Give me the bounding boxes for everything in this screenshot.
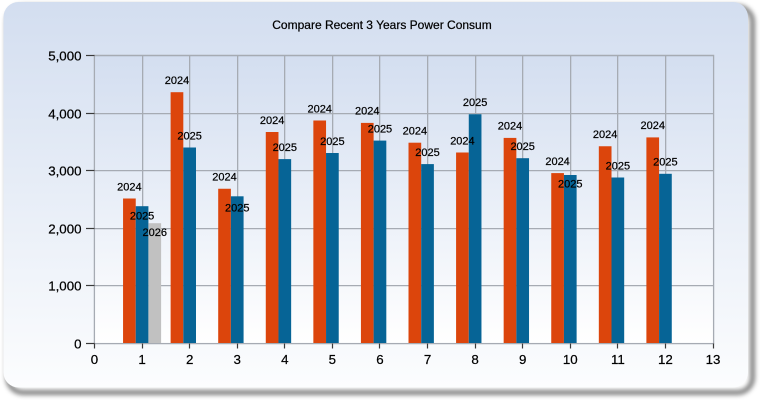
svg-text:2025: 2025 bbox=[558, 179, 582, 191]
svg-text:2024: 2024 bbox=[403, 126, 427, 138]
svg-text:2025: 2025 bbox=[606, 160, 630, 172]
svg-text:0: 0 bbox=[74, 336, 81, 351]
svg-text:8: 8 bbox=[471, 352, 478, 367]
svg-text:2025: 2025 bbox=[415, 147, 439, 159]
svg-text:0: 0 bbox=[91, 352, 98, 367]
svg-text:2024: 2024 bbox=[307, 103, 331, 115]
svg-text:2024: 2024 bbox=[355, 106, 379, 118]
svg-text:2024: 2024 bbox=[117, 181, 141, 193]
svg-text:2025: 2025 bbox=[177, 130, 201, 142]
svg-text:2025: 2025 bbox=[463, 97, 487, 109]
svg-text:2,000: 2,000 bbox=[48, 221, 81, 236]
svg-text:Compare Recent 3 Years Power C: Compare Recent 3 Years Power Consum bbox=[272, 18, 491, 32]
svg-text:2025: 2025 bbox=[225, 202, 249, 214]
svg-text:2024: 2024 bbox=[260, 115, 284, 127]
svg-text:6: 6 bbox=[376, 352, 383, 367]
svg-text:11: 11 bbox=[611, 352, 625, 367]
svg-text:2025: 2025 bbox=[653, 157, 677, 169]
svg-text:10: 10 bbox=[563, 352, 578, 367]
svg-text:2024: 2024 bbox=[640, 120, 664, 132]
svg-text:2024: 2024 bbox=[165, 75, 189, 87]
svg-text:2025: 2025 bbox=[130, 210, 154, 222]
svg-text:2025: 2025 bbox=[320, 136, 344, 148]
svg-text:9: 9 bbox=[519, 352, 526, 367]
svg-text:2025: 2025 bbox=[510, 141, 534, 153]
svg-text:5,000: 5,000 bbox=[48, 48, 81, 63]
svg-text:2: 2 bbox=[186, 352, 193, 367]
svg-text:2024: 2024 bbox=[498, 121, 522, 133]
svg-text:4,000: 4,000 bbox=[48, 106, 81, 121]
svg-text:13: 13 bbox=[706, 352, 721, 367]
svg-text:2024: 2024 bbox=[593, 129, 617, 141]
svg-text:2025: 2025 bbox=[273, 142, 297, 154]
svg-text:2024: 2024 bbox=[450, 135, 474, 147]
svg-text:2024: 2024 bbox=[212, 172, 236, 184]
svg-text:1: 1 bbox=[138, 352, 145, 367]
svg-text:2025: 2025 bbox=[368, 123, 392, 135]
svg-text:2026: 2026 bbox=[143, 227, 167, 239]
svg-text:5: 5 bbox=[329, 352, 336, 367]
svg-text:3,000: 3,000 bbox=[48, 163, 81, 178]
svg-text:3: 3 bbox=[234, 352, 241, 367]
svg-text:4: 4 bbox=[281, 352, 288, 367]
svg-text:1,000: 1,000 bbox=[48, 278, 81, 293]
svg-text:2024: 2024 bbox=[545, 156, 569, 168]
svg-text:7: 7 bbox=[424, 352, 431, 367]
svg-text:12: 12 bbox=[658, 352, 673, 367]
